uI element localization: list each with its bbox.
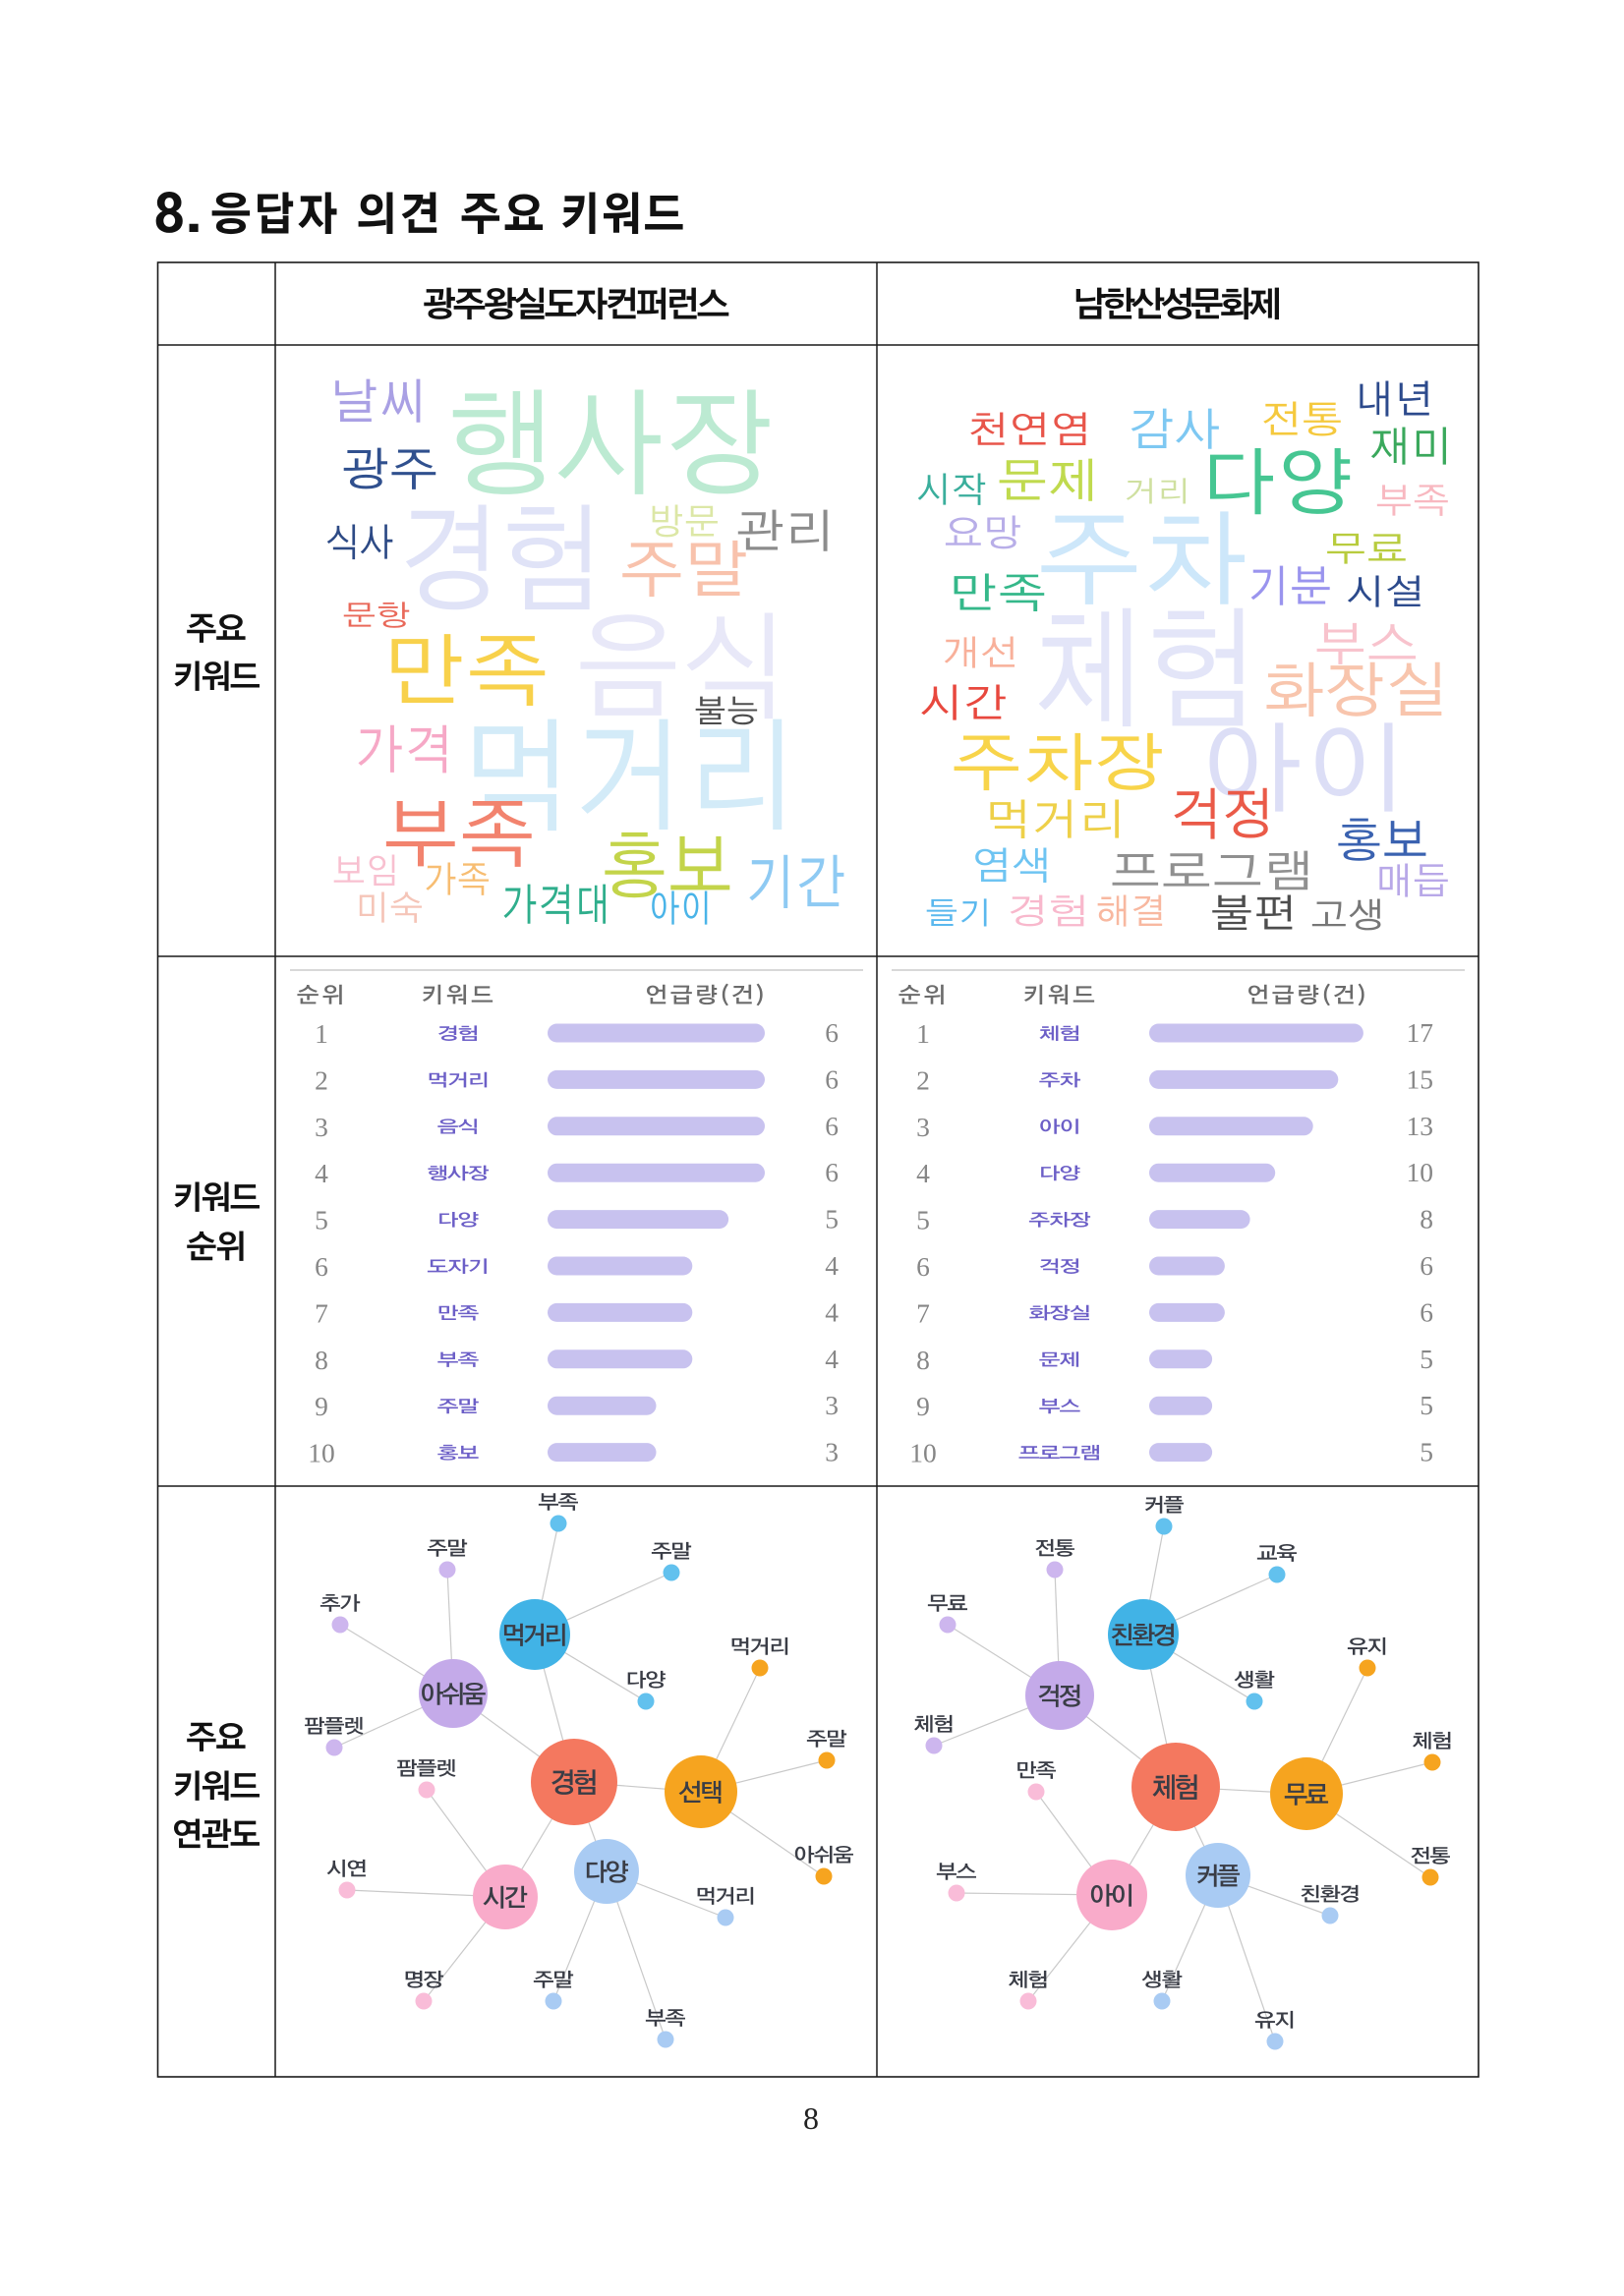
svg-text:5: 5: [825, 1204, 839, 1234]
svg-text:6: 6: [825, 1017, 839, 1048]
svg-text:4: 4: [916, 1158, 930, 1188]
svg-text:6: 6: [916, 1251, 930, 1282]
svg-text:2: 2: [315, 1064, 328, 1095]
svg-text:4: 4: [315, 1158, 328, 1188]
svg-text:4: 4: [825, 1296, 839, 1327]
svg-text:8: 8: [315, 1345, 328, 1375]
svg-text:13: 13: [1407, 1111, 1434, 1141]
svg-text:6: 6: [1420, 1250, 1433, 1281]
svg-text:8: 8: [1420, 1204, 1433, 1234]
svg-text:6: 6: [1420, 1296, 1433, 1327]
svg-text:6: 6: [825, 1111, 839, 1141]
svg-text:3: 3: [315, 1112, 328, 1142]
svg-text:8: 8: [916, 1345, 930, 1375]
svg-text:5: 5: [1420, 1344, 1433, 1374]
svg-text:9: 9: [916, 1391, 930, 1421]
svg-text:5: 5: [1420, 1437, 1433, 1467]
svg-text:1: 1: [916, 1018, 930, 1049]
svg-text:3: 3: [916, 1112, 930, 1142]
svg-text:10: 10: [909, 1438, 937, 1468]
svg-text:7: 7: [315, 1297, 328, 1328]
svg-text:3: 3: [825, 1437, 839, 1467]
svg-text:1: 1: [315, 1018, 328, 1049]
svg-text:4: 4: [825, 1250, 839, 1281]
svg-text:3: 3: [825, 1390, 839, 1420]
svg-text:6: 6: [825, 1157, 839, 1187]
svg-text:15: 15: [1407, 1063, 1434, 1094]
svg-text:2: 2: [916, 1064, 930, 1095]
svg-text:10: 10: [308, 1438, 335, 1468]
svg-text:6: 6: [825, 1063, 839, 1094]
svg-text:9: 9: [315, 1391, 328, 1421]
svg-text:4: 4: [825, 1344, 839, 1374]
svg-text:17: 17: [1407, 1017, 1434, 1048]
svg-text:8: 8: [803, 2100, 819, 2136]
svg-text:6: 6: [315, 1251, 328, 1282]
svg-text:7: 7: [916, 1297, 930, 1328]
svg-text:5: 5: [315, 1205, 328, 1235]
svg-text:10: 10: [1407, 1157, 1434, 1187]
svg-text:5: 5: [916, 1205, 930, 1235]
svg-text:5: 5: [1420, 1390, 1433, 1420]
